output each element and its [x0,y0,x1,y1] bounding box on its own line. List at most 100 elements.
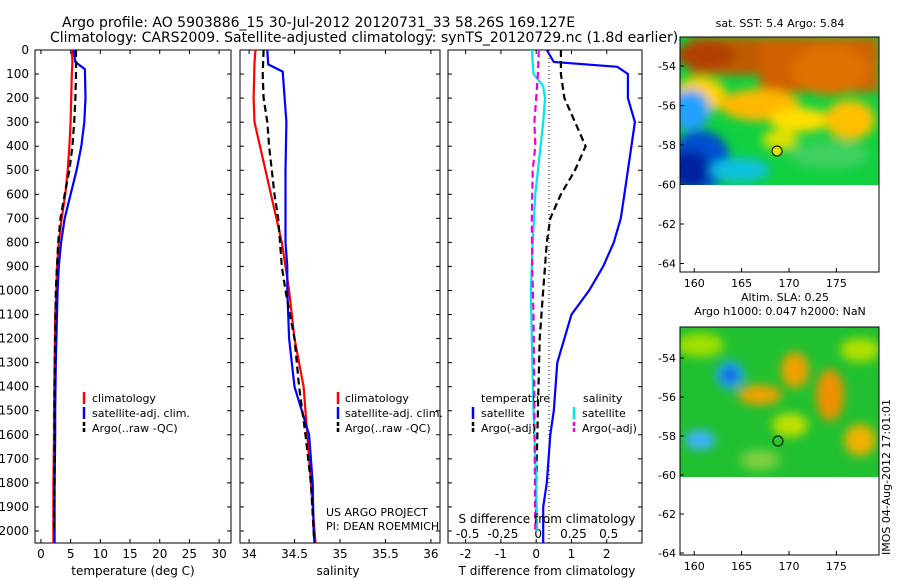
lon-tick-label: 175 [826,560,847,573]
temperature-x-label: temperature (deg C) [71,564,194,578]
x-tick-label: 30 [211,547,226,561]
x-tick-label: 36 [423,547,438,561]
lat-tick-label: -54 [658,352,676,365]
depth-tick-label: 700 [6,211,29,225]
bottom-map-white-area [680,477,879,555]
t-difference-x-axis: -2 -1 0 1 2 [460,50,611,561]
x-tick-label: 2 [603,547,611,561]
project-annotation-2: PI: DEAN ROEMMICH [326,520,439,533]
depth-tick-label: 600 [6,187,29,201]
lat-tick-label: -58 [658,139,676,152]
x-tick-label: 5 [67,547,75,561]
lat-tick-label: -62 [658,508,676,521]
s-tick-label: 0.5 [599,527,618,541]
lon-tick-label: 160 [684,560,705,573]
bottom-map-title-2: Argo h1000: 0.047 h2000: NaN [694,305,866,318]
depth-tick-label: 0 [21,43,29,57]
depth-axis: 0 100 200 300 400 500 600 700 800 900 1000 1100 1200… [0,43,642,538]
x-tick-label: 0 [37,547,45,561]
x-tick-label: 35 [332,547,347,561]
series-line-argo-raw-qc- [261,49,316,544]
series-line-temperature-argo-adj- [535,50,587,531]
legend-satellite: satellite-adj. clim. [92,407,190,420]
series-line-argo-raw-qc- [52,50,78,531]
legend-temp-satellite: satellite [481,407,525,420]
series-line-temperature-satellite [542,49,637,543]
depth-tick-label: 500 [6,163,29,177]
lat-tick-label: -56 [658,391,676,404]
s-tick-label: -0.5 [456,527,479,541]
lon-tick-label: 165 [731,277,752,290]
depth-tick-label: 1400 [0,380,29,394]
legend-satellite: satellite-adj. clim. [345,407,443,420]
depth-tick-label: 200 [6,91,29,105]
temperature-x-axis: 0 5 10 15 20 25 30 [37,50,227,561]
difference-series [529,49,637,543]
x-tick-label: 20 [152,547,167,561]
x-tick-label: 34.5 [281,547,308,561]
lon-tick-label: 170 [778,277,799,290]
legend-argo: Argo(..raw -QC) [92,422,178,435]
legend-temperature-heading: temperature [481,392,550,405]
x-tick-label: -1 [495,547,507,561]
depth-tick-label: 1100 [0,308,29,322]
depth-tick-label: 400 [6,139,29,153]
x-tick-label: 34 [241,547,256,561]
depth-tick-label: 1700 [0,452,29,466]
title-line-2: Climatology: CARS2009. Satellite-adjuste… [50,30,678,46]
sla-map [680,327,879,477]
bottom-map-float-marker [772,435,784,447]
depth-tick-label: 1800 [0,476,29,490]
legend-argo: Argo(..raw -QC) [345,422,431,435]
x-tick-label: 10 [93,547,108,561]
series-line-salinity-satellite [529,49,547,532]
bottom-map-title-1: Altim. SLA: 0.25 [741,291,829,304]
s-tick-label: -0.25 [487,527,518,541]
depth-tick-label: 1200 [0,332,29,346]
lon-tick-label: 175 [826,277,847,290]
lat-tick-label: -58 [658,430,676,443]
depth-tick-label: 1300 [0,356,29,370]
t-difference-x-label: T difference from climatology [458,564,636,578]
series-line-climatology [252,49,317,544]
s-tick-label: 0 [534,527,542,541]
legend-sal-satellite: satellite [582,407,626,420]
legend-salinity-heading: salinity [583,392,623,405]
x-tick-label: -2 [460,547,472,561]
lat-tick-label: -56 [658,100,676,113]
difference-legend: temperature satellite Argo(-adj) salinit… [471,392,637,435]
x-tick-label: 1 [568,547,576,561]
depth-tick-label: 800 [6,235,29,249]
top-map-frame [679,36,880,273]
legend-temp-argo: Argo(-adj) [481,422,536,435]
series-line-satellite-adj-clim- [266,49,316,544]
temperature-legend: climatology satellite-adj. clim. Argo(..… [82,392,190,435]
lat-tick-label: -54 [658,60,676,73]
legend-climatology: climatology [345,392,409,405]
depth-tick-label: 1500 [0,404,29,418]
salinity-series [252,49,317,544]
salinity-legend: climatology satellite-adj. clim. Argo(..… [336,392,443,435]
lon-tick-label: 170 [778,560,799,573]
depth-tick-label: 300 [6,115,29,129]
s-tick-label: 0.25 [560,527,587,541]
depth-tick-label: 1600 [0,428,29,442]
lat-tick-label: -60 [658,469,676,482]
legend-climatology: climatology [92,392,156,405]
top-map-title: sat. SST: 5.4 Argo: 5.84 [716,17,845,30]
project-annotation-1: US ARGO PROJECT [326,506,428,519]
s-difference-x-label: S difference from climatology [459,512,636,526]
sst-map [680,37,879,185]
salinity-x-label: salinity [316,564,359,578]
difference-panel-frame [447,49,643,544]
s-difference-x-axis: -0.5 -0.25 0 0.25 0.5 [456,527,618,541]
series-line-salinity-argo-adj- [530,49,540,532]
footer-timestamp: IMOS 04-Aug-2012 17:01:01 [880,399,893,555]
x-tick-label: 15 [122,547,137,561]
depth-tick-label: 1000 [0,283,29,297]
lon-tick-label: 165 [731,560,752,573]
temperature-panel-frame [34,49,232,544]
series-line-satellite-adj-clim- [53,49,87,543]
lon-tick-label: 160 [684,277,705,290]
